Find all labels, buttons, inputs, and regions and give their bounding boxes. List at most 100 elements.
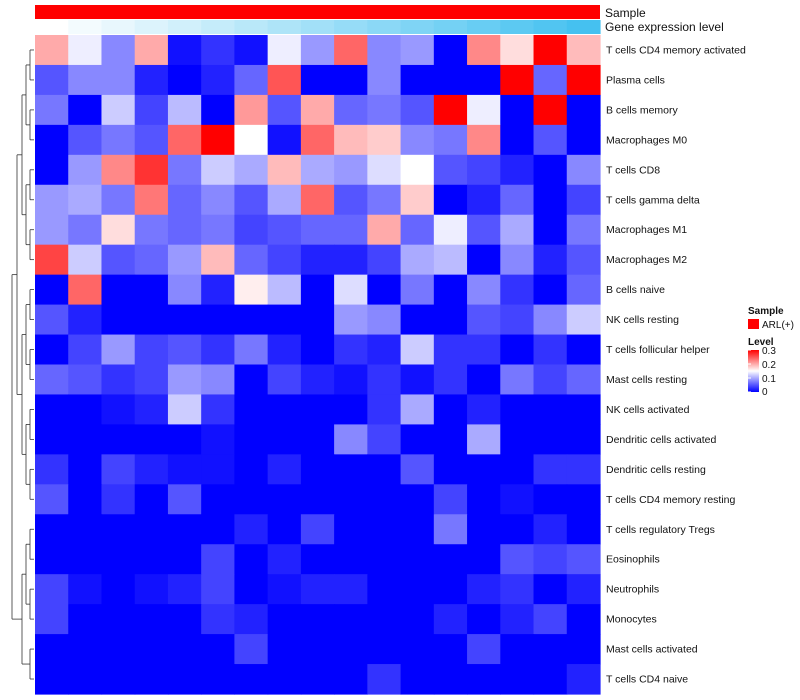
heatmap-cell [566,514,601,545]
heatmap-cell [334,334,368,366]
heatmap-cell [433,364,468,396]
heatmap-cell [433,94,468,126]
heatmap-cell [101,364,136,396]
heatmap-cell [334,274,368,306]
heatmap-cell [300,364,335,396]
heatmap-cell [433,574,468,605]
heatmap-cell [500,154,535,186]
heatmap-cell [566,94,601,126]
heatmap-cell [500,334,535,366]
heatmap-cell [167,544,202,575]
heatmap-cell [68,394,103,425]
heatmap-cell [467,544,501,575]
heatmap-cell [101,94,136,126]
heatmap-cell [201,214,236,246]
gene-expression-annotation-cell [201,20,236,34]
heatmap-cell [68,214,103,246]
heatmap-cell [101,454,136,485]
heatmap-cell [134,214,169,246]
heatmap-cell [500,64,535,96]
row-label: Macrophages M0 [606,134,687,146]
heatmap-cell [533,484,568,515]
heatmap-cell [367,244,402,276]
heatmap-cell [367,64,402,96]
heatmap-cell [300,214,335,246]
heatmap-cell [334,64,368,96]
heatmap-cell [201,574,236,605]
heatmap-cell [467,394,501,425]
heatmap-cell [267,184,302,216]
heatmap-cell [533,364,568,396]
heatmap-cell [334,304,368,336]
heatmap-cell [201,604,236,635]
heatmap-cell [68,244,103,276]
heatmap-cell [167,214,202,246]
heatmap-cell [566,184,601,216]
gene-expression-annotation-cell [234,20,269,34]
heatmap-cell [400,454,435,485]
heatmap-cell [134,544,169,575]
heatmap-cell [68,484,103,515]
heatmap-cell [167,664,202,695]
heatmap-cell [433,634,468,665]
heatmap-cell [35,364,69,396]
heatmap-cell [533,154,568,186]
heatmap-cell [400,484,435,515]
heatmap-cell [566,604,601,635]
heatmap-cell [467,424,501,455]
heatmap-cell [201,334,236,366]
heatmap-cell [267,274,302,306]
heatmap-cell [201,244,236,276]
heatmap-cell [467,454,501,485]
heatmap-cell [234,394,269,425]
heatmap-cell [566,664,601,695]
heatmap-cell [500,634,535,665]
heatmap-cell [68,184,103,216]
heatmap-cell [566,574,601,605]
heatmap-cell [367,124,402,156]
heatmap-cell [201,35,236,66]
heatmap-cell [234,424,269,455]
heatmap-cell [400,184,435,216]
row-label: T cells CD4 naive [606,674,688,686]
heatmap-cell [400,94,435,126]
heatmap-cell [566,64,601,96]
heatmap-cell [134,574,169,605]
heatmap-cell [400,124,435,156]
heatmap-cell [433,64,468,96]
heatmap-cell [367,364,402,396]
heatmap-cell [267,214,302,246]
heatmap-cell [167,94,202,126]
row-label: Mast cells resting [606,374,687,386]
heatmap-cell [35,274,69,306]
heatmap-cell [433,244,468,276]
heatmap-cell [134,94,169,126]
heatmap-cell [467,184,501,216]
heatmap-cell [167,334,202,366]
heatmap-cell [134,604,169,635]
heatmap-cell [167,604,202,635]
heatmap-cell [533,184,568,216]
heatmap-cell [533,664,568,695]
heatmap-cell [234,484,269,515]
heatmap-cell [267,124,302,156]
heatmap-cell [134,274,169,306]
heatmap-cell [234,634,269,665]
heatmap-cell [35,244,69,276]
heatmap-cell [334,664,368,695]
heatmap-cell [367,544,402,575]
heatmap-cell [367,634,402,665]
heatmap-cell [300,394,335,425]
heatmap-cell [300,184,335,216]
heatmap-cell [400,64,435,96]
heatmap-cell [566,244,601,276]
heatmap-cell [367,214,402,246]
heatmap-cell [201,94,236,126]
gene-expression-annotation-cell [267,20,302,34]
heatmap-cell [101,184,136,216]
gene-expression-annotation-cell [467,20,501,34]
heatmap-cell [334,35,368,66]
heatmap-cell [234,35,269,66]
heatmap-cell [234,154,269,186]
heatmap-cell [234,124,269,156]
